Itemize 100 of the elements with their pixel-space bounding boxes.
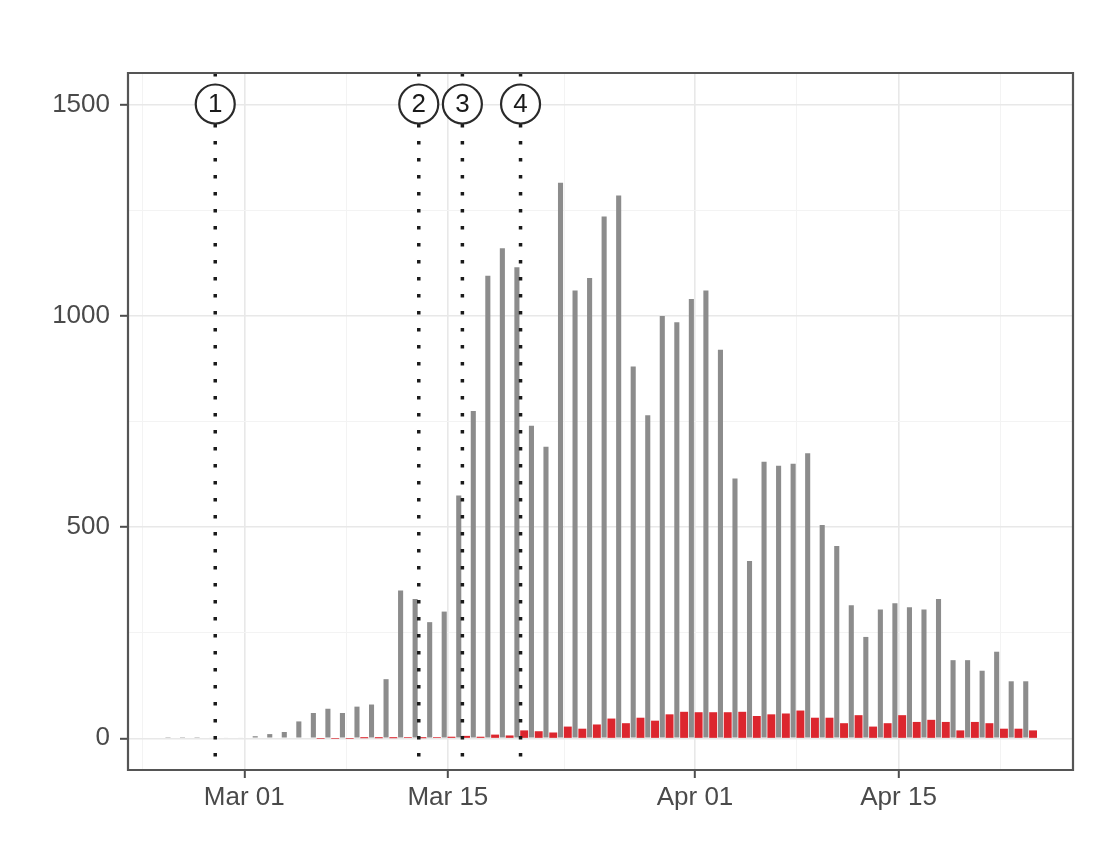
bar <box>630 366 636 738</box>
bar <box>339 712 345 738</box>
bar <box>956 730 965 738</box>
ref-line-label: 3 <box>455 88 470 119</box>
bar <box>514 267 520 738</box>
bar <box>543 446 549 738</box>
y-tick-label: 0 <box>95 721 110 752</box>
y-tick-label: 1500 <box>52 87 110 118</box>
ref-line-label: 2 <box>411 88 426 119</box>
bar <box>950 660 956 738</box>
bar <box>621 723 630 738</box>
bar <box>935 598 942 738</box>
bar <box>805 453 811 738</box>
bar <box>499 248 505 738</box>
bar <box>877 609 883 738</box>
bar <box>470 410 476 738</box>
bar <box>651 720 659 738</box>
bar <box>354 706 360 738</box>
ref-line-label: 4 <box>513 88 528 119</box>
x-tick-label: Apr 15 <box>860 780 937 811</box>
bar <box>906 607 912 738</box>
bar <box>310 712 316 738</box>
bar <box>549 732 558 738</box>
bar <box>761 461 767 738</box>
bar <box>941 721 950 738</box>
bar <box>520 730 529 738</box>
bar <box>412 598 418 738</box>
bar <box>912 721 921 738</box>
bar <box>709 712 718 738</box>
bar <box>854 715 863 738</box>
y-tick-label: 500 <box>66 510 110 541</box>
bar <box>587 277 593 738</box>
bar <box>607 718 616 738</box>
bar <box>645 415 651 738</box>
bar <box>970 721 979 738</box>
ref-line-label: 1 <box>208 88 223 119</box>
y-tick-label: 1000 <box>52 299 110 330</box>
bar <box>703 290 709 738</box>
bar <box>485 275 491 738</box>
bar <box>883 723 892 738</box>
bar <box>659 315 665 738</box>
bar <box>869 726 878 738</box>
bar <box>383 679 389 738</box>
bar <box>985 723 994 738</box>
bar <box>848 605 854 738</box>
bar <box>680 711 689 738</box>
bar <box>1029 730 1037 738</box>
x-tick-label: Apr 01 <box>656 780 734 811</box>
bar <box>325 708 331 738</box>
bar <box>819 524 825 738</box>
bar <box>578 728 587 738</box>
bar <box>557 182 564 738</box>
bar <box>979 670 985 738</box>
bar <box>738 711 747 738</box>
bar <box>592 724 601 738</box>
bar <box>892 603 898 738</box>
bar <box>694 712 703 738</box>
bar <box>1023 681 1029 738</box>
bar <box>563 726 572 738</box>
bar <box>456 495 462 738</box>
bar <box>840 723 848 738</box>
bar <box>994 651 1000 738</box>
bar <box>834 546 840 738</box>
x-tick-label: Mar 15 <box>407 780 489 811</box>
bar <box>674 322 680 738</box>
bar <box>281 731 287 738</box>
bar <box>767 714 776 738</box>
bar <box>796 710 805 738</box>
bar <box>398 590 404 738</box>
bar <box>368 704 375 738</box>
bar <box>898 715 907 738</box>
bar <box>921 609 927 738</box>
bar <box>723 712 732 738</box>
bar <box>717 349 723 738</box>
bar <box>776 465 782 738</box>
bar <box>528 425 534 738</box>
bar <box>505 735 514 738</box>
bar <box>781 713 790 738</box>
bar <box>965 660 971 738</box>
bar <box>1008 681 1014 738</box>
bar <box>752 716 761 738</box>
bar <box>441 611 447 738</box>
bar <box>427 622 433 738</box>
bar <box>296 721 302 738</box>
bar <box>863 636 869 738</box>
bar <box>927 719 936 738</box>
bar <box>572 290 578 738</box>
x-tick-label: Mar 01 <box>203 780 285 811</box>
bar <box>810 717 819 738</box>
bar <box>616 195 622 738</box>
bar <box>601 216 607 738</box>
bar <box>999 728 1008 738</box>
bar <box>267 734 273 738</box>
bar <box>790 463 796 738</box>
bar <box>688 299 694 738</box>
bar <box>491 734 500 738</box>
bar <box>732 478 738 738</box>
bar <box>746 560 753 738</box>
bar <box>534 731 543 738</box>
bar <box>665 714 674 738</box>
